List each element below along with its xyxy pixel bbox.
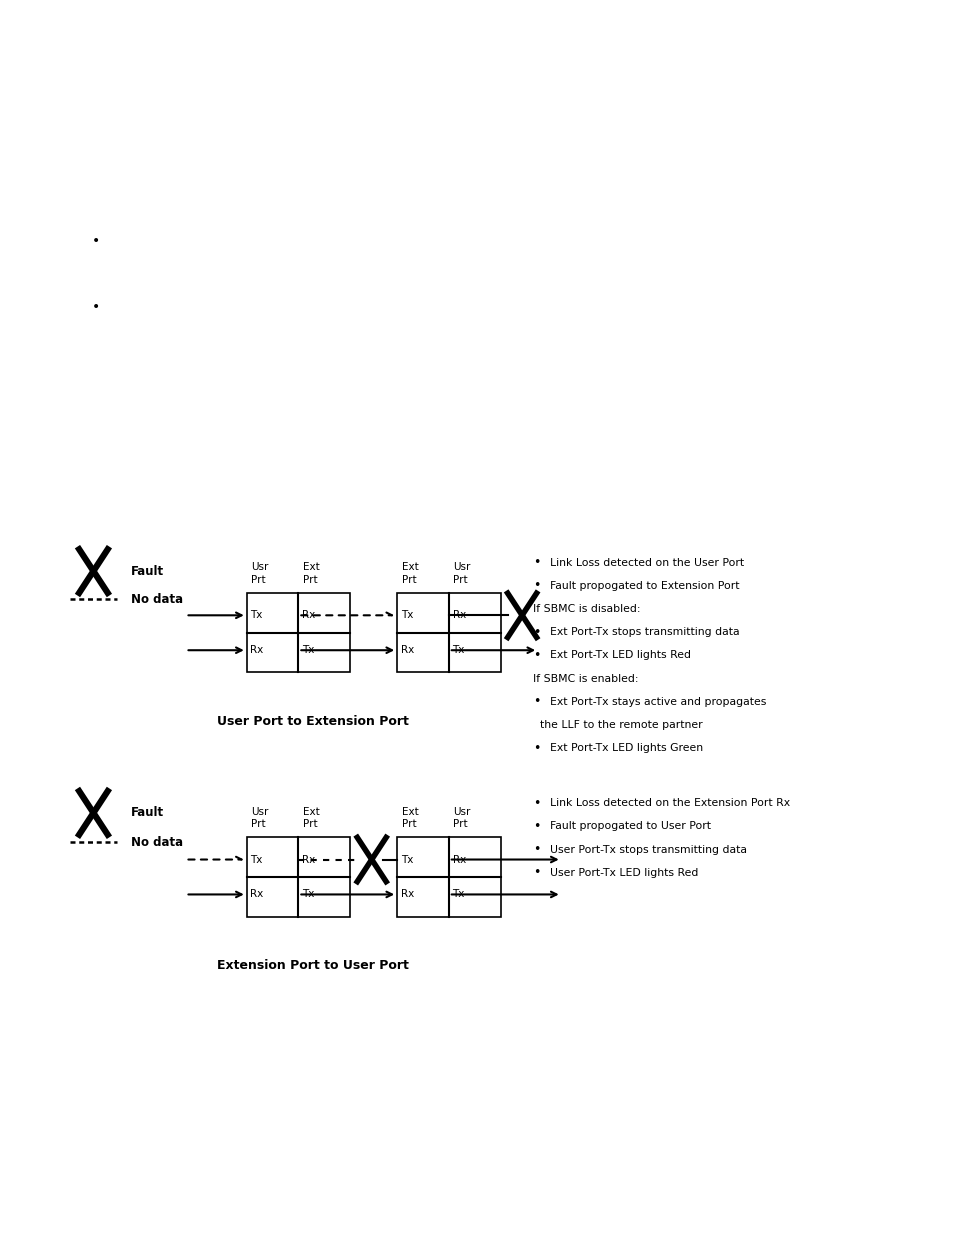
Text: •: • [533, 695, 540, 708]
Text: •: • [533, 648, 540, 662]
Text: User Port-Tx stops transmitting data: User Port-Tx stops transmitting data [550, 845, 746, 855]
Text: User Port to Extension Port: User Port to Extension Port [216, 715, 408, 727]
Text: Tx: Tx [302, 645, 314, 656]
Text: Tx: Tx [452, 889, 464, 899]
Text: Link Loss detected on the User Port: Link Loss detected on the User Port [550, 557, 743, 568]
Text: Usr: Usr [251, 806, 269, 816]
Text: Tx: Tx [251, 855, 262, 864]
Text: Rx: Rx [400, 645, 414, 656]
Text: Link Loss detected on the Extension Port Rx: Link Loss detected on the Extension Port… [550, 798, 790, 808]
Text: Usr: Usr [453, 806, 471, 816]
Text: Ext Port-Tx LED lights Red: Ext Port-Tx LED lights Red [550, 651, 691, 661]
Text: •: • [533, 844, 540, 856]
Text: If SBMC is disabled:: If SBMC is disabled: [533, 604, 640, 614]
Text: •: • [533, 866, 540, 879]
Bar [247, 593, 350, 672]
Text: Rx: Rx [400, 889, 414, 899]
Text: Prt: Prt [303, 819, 317, 829]
Text: Prt: Prt [401, 819, 416, 829]
Text: Tx: Tx [400, 610, 413, 620]
Text: •: • [91, 235, 100, 248]
Bar [396, 593, 500, 672]
Text: Usr: Usr [251, 562, 269, 573]
Text: Rx: Rx [302, 610, 315, 620]
Text: No data: No data [131, 836, 183, 848]
Text: •: • [533, 742, 540, 755]
Bar [247, 837, 350, 916]
Text: Rx: Rx [302, 855, 315, 864]
Text: Ext: Ext [401, 562, 418, 573]
Text: Tx: Tx [400, 855, 413, 864]
Bar [396, 837, 500, 916]
Text: Tx: Tx [302, 889, 314, 899]
Text: Fault propogated to Extension Port: Fault propogated to Extension Port [550, 580, 740, 590]
Text: Tx: Tx [452, 645, 464, 656]
Text: If SBMC is enabled:: If SBMC is enabled: [533, 673, 639, 683]
Text: Fault propogated to User Port: Fault propogated to User Port [550, 821, 711, 831]
Text: Rx: Rx [452, 855, 465, 864]
Text: Prt: Prt [453, 819, 468, 829]
Text: Tx: Tx [251, 610, 262, 620]
Text: Prt: Prt [401, 574, 416, 584]
Text: •: • [533, 579, 540, 593]
Text: •: • [533, 556, 540, 569]
Text: User Port-Tx LED lights Red: User Port-Tx LED lights Red [550, 868, 698, 878]
Text: Ext: Ext [303, 806, 319, 816]
Text: Rx: Rx [452, 610, 465, 620]
Text: •: • [533, 626, 540, 638]
Text: Fault: Fault [131, 564, 164, 578]
Text: Usr: Usr [453, 562, 471, 573]
Text: Ext Port-Tx stays active and propagates: Ext Port-Tx stays active and propagates [550, 697, 766, 706]
Text: Rx: Rx [251, 889, 263, 899]
Text: Ext Port-Tx LED lights Green: Ext Port-Tx LED lights Green [550, 743, 702, 753]
Text: Ext: Ext [401, 806, 418, 816]
Text: Prt: Prt [303, 574, 317, 584]
Text: Prt: Prt [251, 819, 266, 829]
Text: Prt: Prt [251, 574, 266, 584]
Text: •: • [533, 820, 540, 832]
Text: •: • [533, 797, 540, 810]
Text: No data: No data [131, 593, 183, 605]
Text: Fault: Fault [131, 806, 164, 819]
Text: Rx: Rx [251, 645, 263, 656]
Text: •: • [91, 300, 100, 315]
Text: Prt: Prt [453, 574, 468, 584]
Text: the LLF to the remote partner: the LLF to the remote partner [533, 720, 702, 730]
Text: Ext Port-Tx stops transmitting data: Ext Port-Tx stops transmitting data [550, 627, 740, 637]
Text: Ext: Ext [303, 562, 319, 573]
Text: Extension Port to User Port: Extension Port to User Port [216, 960, 408, 972]
